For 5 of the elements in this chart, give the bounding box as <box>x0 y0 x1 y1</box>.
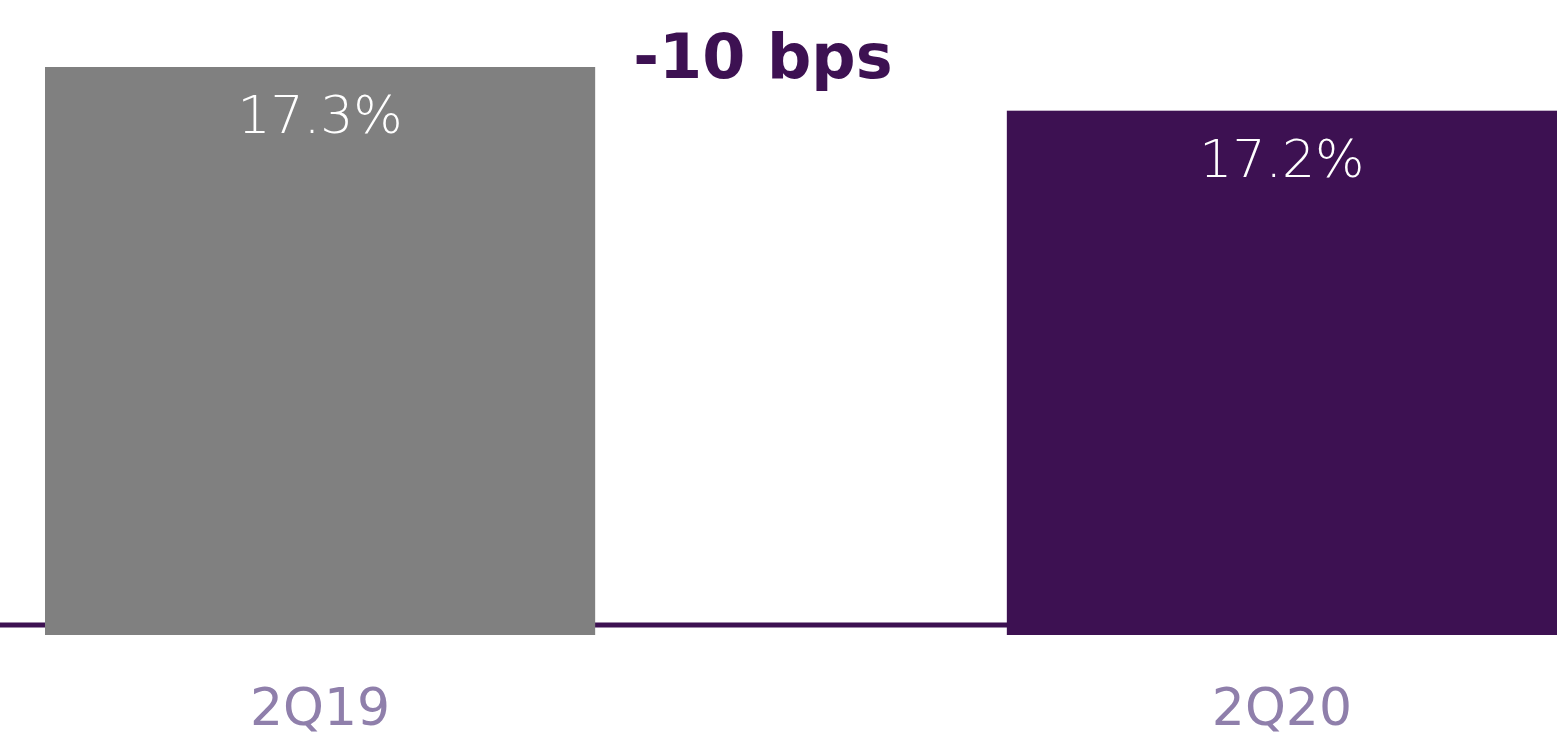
data-label: 17.2% <box>1199 128 1365 189</box>
data-label: 17.3% <box>237 85 403 145</box>
annotation: -10 bps <box>633 20 893 93</box>
x-tick-label: 2Q19 <box>249 677 391 735</box>
x-tick-label: 2Q20 <box>1211 677 1353 735</box>
